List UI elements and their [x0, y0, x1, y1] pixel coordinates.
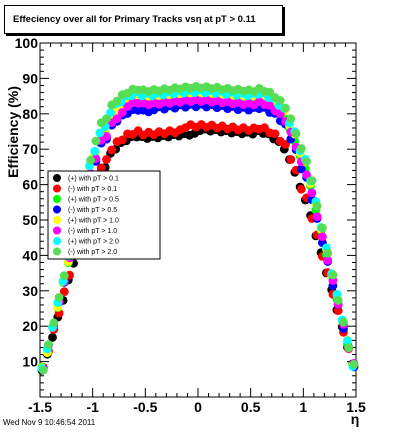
- data-point: [312, 201, 322, 211]
- data-point: [265, 87, 275, 97]
- data-point: [112, 96, 122, 106]
- legend-box: [47, 170, 161, 260]
- data-point: [307, 176, 317, 186]
- legend-marker: [53, 205, 61, 214]
- data-point: [302, 157, 311, 166]
- x-tick-label: -1: [86, 399, 99, 415]
- data-point: [102, 155, 111, 164]
- data-point: [323, 256, 333, 265]
- y-tick-label: 60: [22, 177, 38, 193]
- legend-label: (+) with pT > 0.5: [68, 197, 119, 204]
- data-point: [96, 163, 106, 173]
- y-tick-label: 100: [15, 35, 39, 51]
- legend-marker: [53, 184, 61, 193]
- legend-marker: [53, 216, 61, 224]
- data-point: [112, 114, 122, 124]
- x-tick-label: 1.5: [346, 399, 366, 415]
- data-point: [328, 270, 338, 280]
- legend-label: (+) with pT > 0.1: [68, 176, 119, 183]
- legend-marker: [53, 174, 61, 182]
- data-point: [343, 336, 352, 345]
- legend-label: (+) with pT > 1.0: [68, 218, 119, 225]
- legend-marker: [53, 247, 61, 256]
- data-point: [333, 306, 343, 315]
- data-point: [339, 317, 348, 327]
- legend-label: (-) with pT > 1.0: [68, 228, 117, 235]
- legend-label: (-) with pT > 0.1: [68, 186, 117, 193]
- x-axis-label: η: [351, 411, 360, 427]
- data-point: [59, 271, 69, 280]
- x-tick-label: -1.5: [28, 399, 52, 415]
- axis-ticks: [39, 42, 357, 398]
- data-point: [270, 129, 280, 139]
- legend-marker: [53, 237, 61, 245]
- data-point: [95, 128, 105, 138]
- data-point: [265, 101, 275, 110]
- data-point: [38, 365, 48, 375]
- data-point: [102, 132, 111, 141]
- data-point: [286, 155, 296, 164]
- y-tick-label: 20: [22, 318, 38, 334]
- legend: (+) with pT > 0.1 (-) with pT > 0.1 (+) wi…: [47, 170, 161, 260]
- legend-label: (-) with pT > 2.0: [68, 249, 117, 256]
- y-tick-label: 80: [22, 106, 38, 122]
- data-point: [117, 108, 127, 117]
- data-point: [107, 145, 117, 155]
- data-point: [296, 164, 306, 174]
- data-point: [48, 333, 57, 342]
- data-point: [275, 96, 285, 105]
- data-point: [312, 212, 322, 222]
- legend-marker: [53, 226, 61, 235]
- y-tick-label: 50: [22, 212, 38, 228]
- y-tick-label: 30: [22, 283, 38, 299]
- data-point: [286, 114, 296, 124]
- data-point: [307, 188, 317, 198]
- legend-marker: [53, 195, 61, 203]
- timestamp: Wed Nov 9 10:46:54 2011: [3, 418, 96, 427]
- data-point: [344, 343, 354, 352]
- data-point: [102, 114, 111, 124]
- data-point: [323, 248, 333, 258]
- x-tick-label: 0.5: [241, 399, 261, 415]
- data-point: [86, 155, 96, 165]
- data-point: [90, 146, 100, 156]
- legend-label: (+) with pT > 2.0: [68, 239, 119, 246]
- data-point: [349, 359, 359, 369]
- y-tick-labels: 10 20 30 40 50 60 70 80 90 100: [15, 35, 39, 370]
- y-tick-label: 70: [22, 141, 38, 157]
- data-point: [49, 318, 59, 328]
- data-point: [117, 135, 127, 145]
- y-tick-label: 10: [22, 354, 38, 370]
- data-point: [318, 223, 327, 233]
- y-tick-label: 90: [22, 70, 38, 86]
- data-point: [281, 103, 290, 113]
- x-tick-label: -0.5: [133, 399, 157, 415]
- y-tick-label: 40: [22, 247, 38, 263]
- x-tick-label: 0: [194, 399, 202, 415]
- data-point: [318, 232, 327, 242]
- data-point: [44, 340, 53, 349]
- data-point: [296, 184, 306, 194]
- data-point: [59, 287, 69, 296]
- data-point: [91, 136, 101, 146]
- data-point: [296, 144, 306, 153]
- legend-label: (-) with pT > 0.5: [68, 207, 117, 214]
- x-tick-label: 1: [299, 399, 307, 415]
- data-point: [54, 293, 64, 302]
- x-tick-labels: -1.5 -1 -0.5 0 0.5 1 1.5: [28, 399, 366, 415]
- data-point: [333, 296, 343, 305]
- chart-title: Effeciency over all for Primary Tracks v…: [4, 5, 283, 34]
- y-axis-label: Efficiency (%): [5, 86, 21, 178]
- data-point: [291, 129, 301, 139]
